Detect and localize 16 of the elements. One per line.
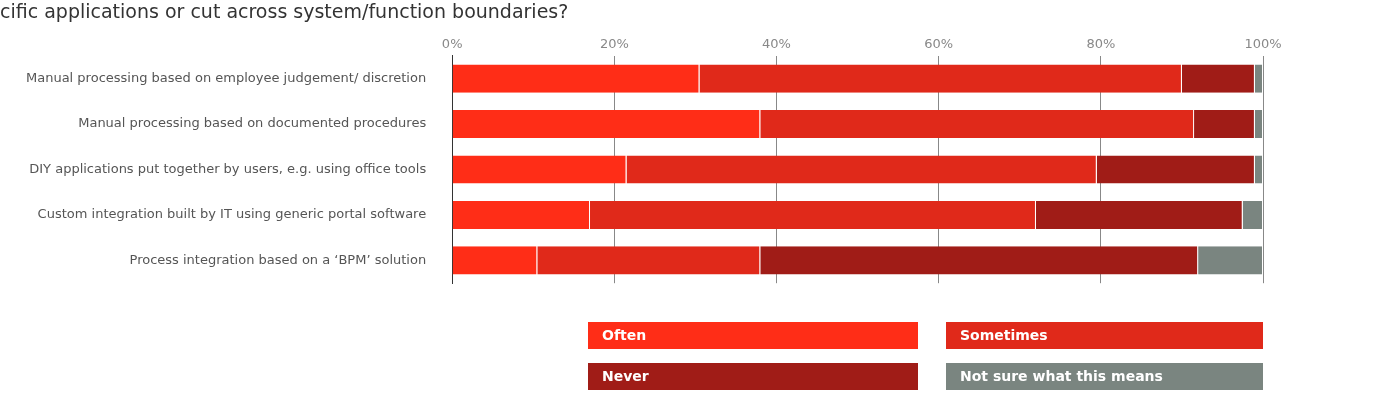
text: Sometimes [946,322,1263,349]
x-tick-label: 40% [762,36,791,52]
y-tick-label: DIY applications put together by users, e.g. using office tools [29,160,427,176]
y-tick-label: Manual processing based on employee judgement/ discretion [26,69,427,85]
text: cific applications or cut across system/function boundaries? [0,0,569,22]
y-tick-label: Custom integration built by IT using generic portal software [37,206,427,222]
y-tick-label: Manual processing based on documented procedures [78,115,427,131]
text: Often [588,322,918,349]
text: Not sure what this means [946,363,1263,390]
x-tick-label: 100% [1244,36,1282,52]
x-tick-label: 80% [1086,36,1116,52]
y-tick-label: Process integration based on a ‘BPM’ solution [129,251,427,267]
x-tick-label: 20% [599,36,629,52]
x-tick-label: 0% [441,36,463,52]
x-tick-label: 60% [924,36,954,52]
text: Never [588,363,918,390]
